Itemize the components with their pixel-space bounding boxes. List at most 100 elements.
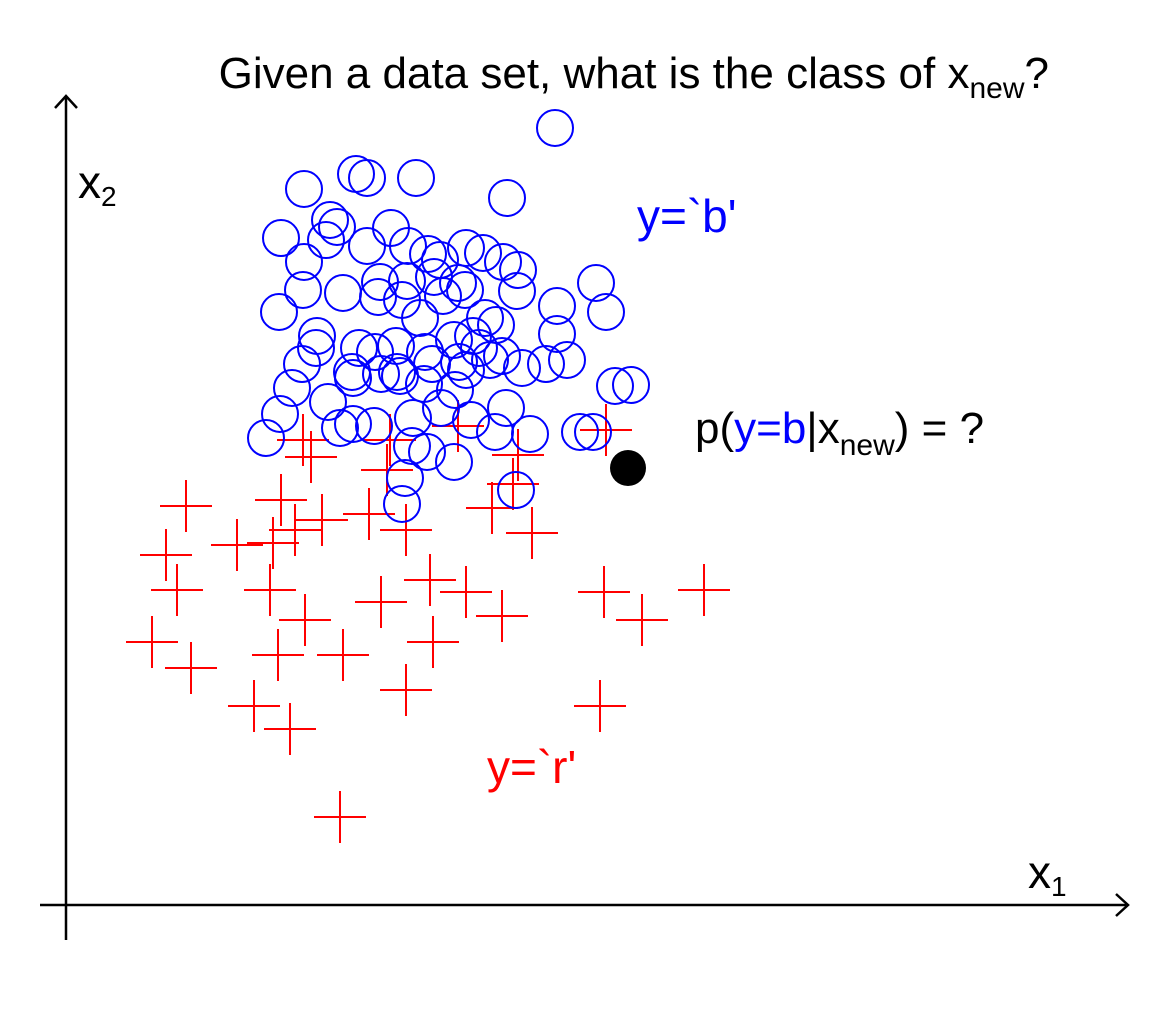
blue-circle-marker [348, 159, 386, 197]
blue-circle-marker [262, 219, 300, 257]
blue-circle-marker [464, 234, 502, 272]
query-class: y=b [734, 404, 806, 453]
series-red-plus-markers [126, 400, 730, 843]
blue-circle-marker [471, 341, 509, 379]
blue-circle-marker [574, 413, 612, 451]
blue-circle-marker [612, 366, 650, 404]
blue-circle-marker [334, 405, 372, 443]
blue-circle-marker [397, 159, 435, 197]
blue-circle-marker [362, 355, 400, 393]
blue-circle-marker [440, 343, 478, 381]
red-plus-marker [140, 529, 192, 581]
red-plus-marker [211, 519, 263, 571]
red-plus-marker [506, 507, 558, 559]
blue-circle-marker [383, 485, 421, 523]
blue-circle-marker [498, 272, 536, 310]
y-axis-label: x2 [78, 156, 117, 212]
x-new-point [610, 450, 646, 486]
blue-circle-marker [356, 333, 394, 371]
red-plus-marker [126, 616, 178, 668]
red-plus-marker [466, 482, 518, 534]
blue-circle-marker [538, 287, 576, 325]
red-plus-marker [160, 480, 212, 532]
blue-circle-marker [309, 383, 347, 421]
red-plus-marker [255, 474, 307, 526]
red-plus-marker [407, 616, 459, 668]
chart-title: Given a data set, what is the class of x… [219, 49, 1049, 105]
blue-circle-marker [488, 179, 526, 217]
x-new-layer [610, 450, 646, 486]
blue-circle-marker [386, 459, 424, 497]
y-axis-arrowhead [54, 94, 78, 109]
axes [40, 94, 1130, 940]
blue-circle-marker [503, 349, 541, 387]
blue-circle-marker [587, 293, 625, 331]
query-prefix: p( [695, 404, 734, 453]
blue-circle-marker [561, 413, 599, 451]
query-bar: |x [806, 404, 839, 453]
blue-circle-marker [334, 359, 372, 397]
class-label-red: y=`r' [487, 741, 576, 793]
blue-circle-marker [348, 227, 386, 265]
blue-circle-marker [337, 155, 375, 193]
chart-title-suffix: ? [1025, 49, 1049, 98]
blue-circle-marker [378, 353, 416, 391]
red-plus-marker [285, 431, 337, 483]
red-plus-marker [314, 791, 366, 843]
query-suffix: ) = ? [895, 404, 984, 453]
blue-circle-marker [577, 264, 615, 302]
blue-circle-marker [548, 341, 586, 379]
red-plus-marker [440, 566, 492, 618]
red-plus-marker [380, 664, 432, 716]
query-annotation: p(y=b|xnew) = ? [695, 404, 984, 462]
blue-circle-marker [307, 221, 345, 259]
red-plus-marker [487, 458, 539, 510]
blue-circle-marker [487, 389, 525, 427]
blue-circle-marker [260, 293, 298, 331]
query-subscript: new [840, 429, 895, 462]
red-plus-marker [678, 564, 730, 616]
chart-title-subscript: new [969, 72, 1024, 105]
blue-circle-marker [394, 399, 432, 437]
blue-circle-marker [247, 419, 285, 457]
blue-circle-marker [408, 433, 446, 471]
y-axis-label-subscript: 2 [101, 181, 117, 212]
blue-circle-marker [273, 369, 311, 407]
blue-circle-marker [285, 170, 323, 208]
blue-circle-marker [477, 306, 515, 344]
y-axis-label-main: x [78, 156, 101, 208]
red-plus-marker [574, 680, 626, 732]
blue-circle-marker [596, 367, 634, 405]
red-plus-marker [317, 629, 369, 681]
blue-circle-marker [499, 251, 537, 289]
blue-circle-marker [538, 315, 576, 353]
blue-circle-marker [285, 243, 323, 281]
red-plus-marker [492, 429, 544, 481]
red-plus-marker [264, 703, 316, 755]
blue-circle-marker [422, 389, 460, 427]
x-axis-arrowhead [1115, 893, 1130, 917]
blue-circle-marker [261, 395, 299, 433]
blue-circle-marker [393, 427, 431, 465]
x-axis-label: x1 [1028, 846, 1067, 902]
blue-circle-marker [359, 278, 397, 316]
blue-circle-marker [401, 299, 439, 337]
blue-circle-marker [321, 409, 359, 447]
blue-circle-marker [283, 345, 321, 383]
red-plus-marker [247, 517, 299, 569]
blue-circle-marker [324, 274, 362, 312]
red-plus-marker [476, 590, 528, 642]
red-plus-marker [244, 564, 296, 616]
blue-circle-marker [340, 329, 378, 367]
red-plus-marker [252, 629, 304, 681]
blue-circle-marker [284, 271, 322, 309]
red-plus-marker [380, 504, 432, 556]
red-plus-marker [269, 504, 321, 556]
red-plus-marker [228, 680, 280, 732]
blue-circle-marker [424, 277, 462, 315]
x-axis-label-main: x [1028, 846, 1051, 898]
blue-circle-marker [536, 109, 574, 147]
blue-circle-marker [297, 329, 335, 367]
series-blue-circle-markers [247, 109, 650, 523]
